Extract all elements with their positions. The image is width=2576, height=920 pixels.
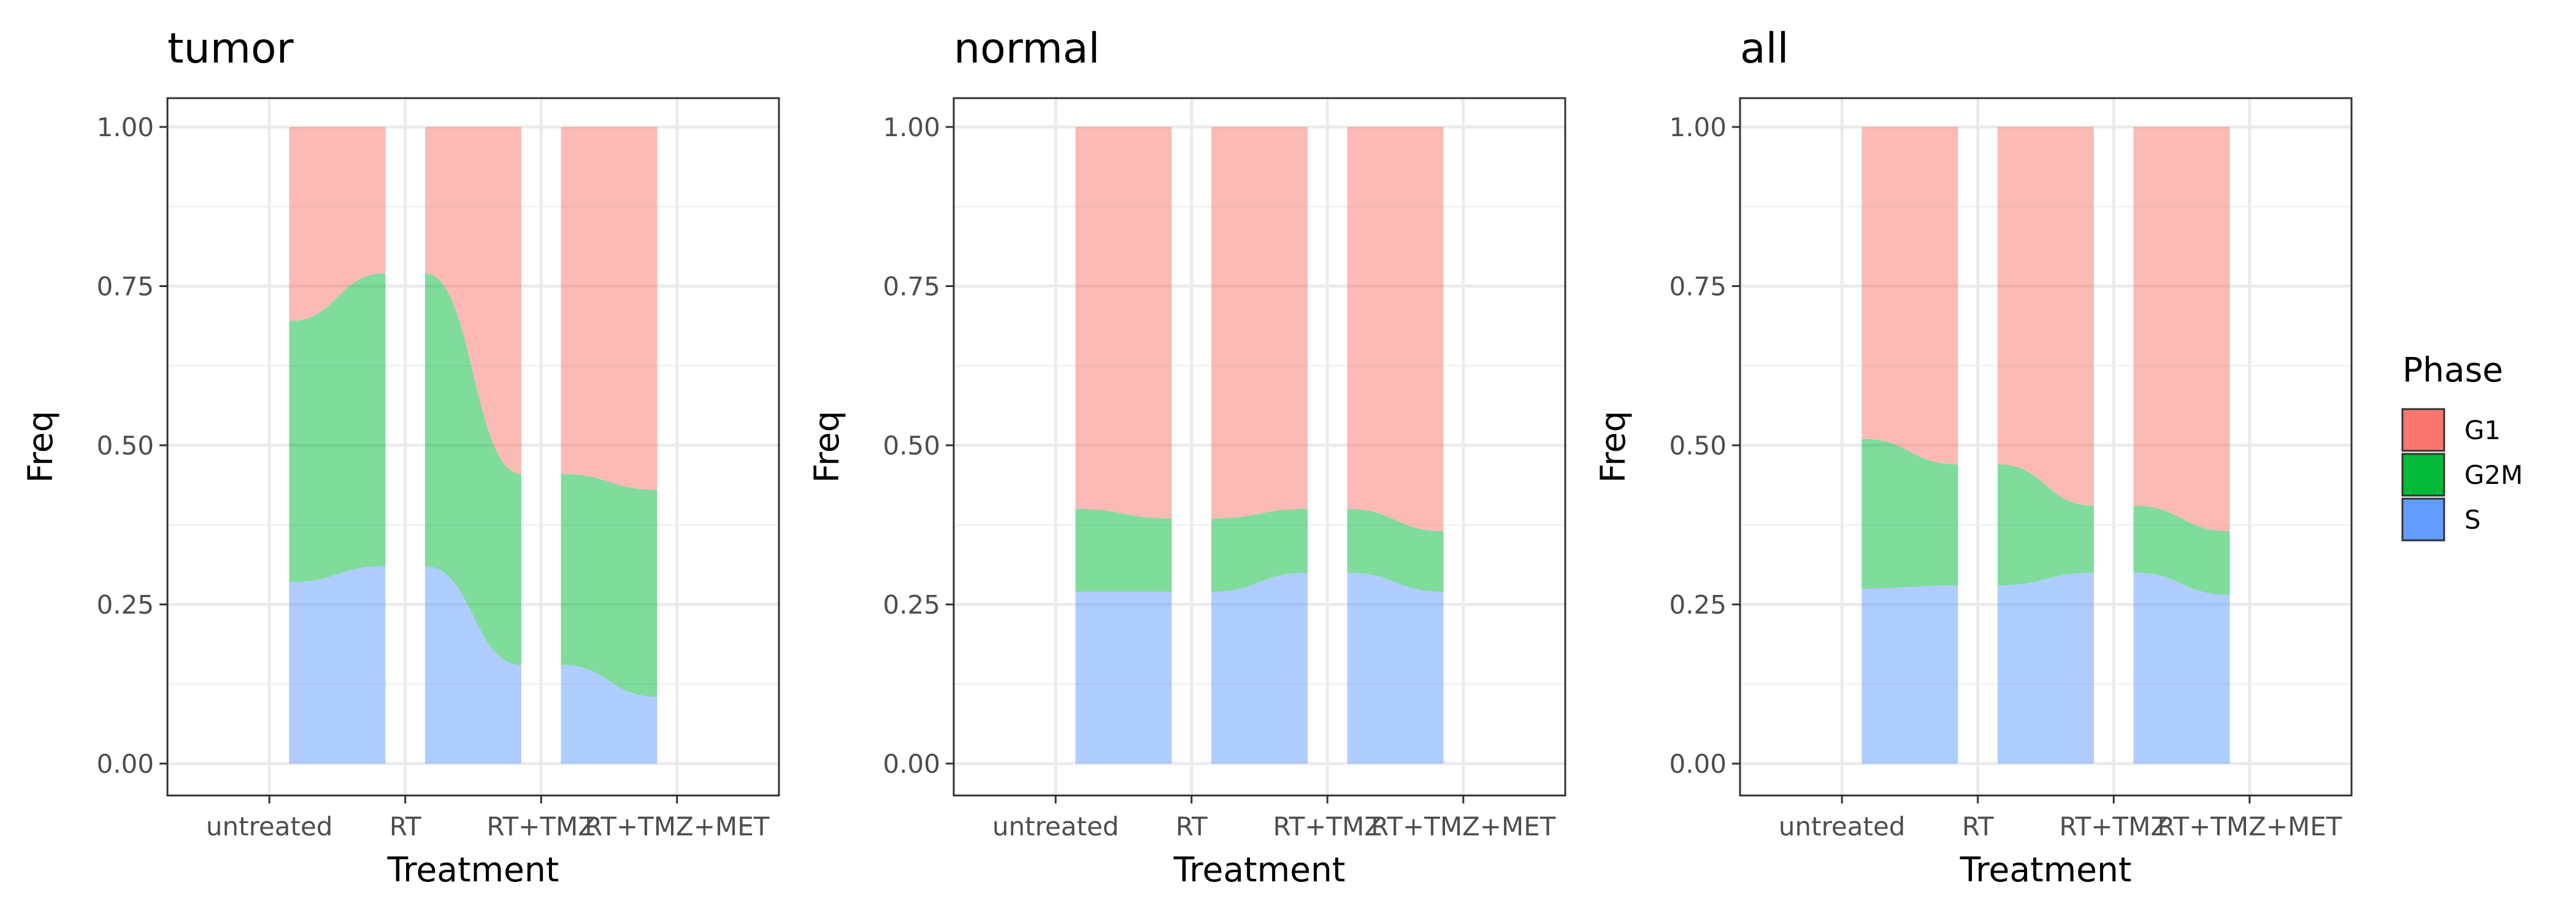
x-axis-label: Treatment — [387, 850, 559, 889]
y-tick-label: 0.50 — [1669, 431, 1727, 461]
y-axis: 0.00 0.25 0.50 0.75 1.00 — [1669, 112, 1740, 779]
y-tick-label: 0.75 — [96, 272, 154, 302]
flow-s-1 — [425, 566, 521, 764]
y-tick-label: 0.25 — [96, 590, 154, 620]
flow-g2m-2 — [561, 473, 657, 697]
flow-s-2 — [2133, 572, 2230, 764]
legend-label-g2m: G2M — [2464, 460, 2523, 490]
y-axis-label: Freq — [807, 411, 846, 483]
x-tick-label: RT — [1962, 811, 1994, 841]
flow-g1-2 — [561, 127, 657, 490]
y-tick-label: 0.50 — [883, 431, 940, 461]
flow-g2m-2 — [2133, 505, 2230, 595]
x-tick-label: RT+TMZ — [486, 811, 596, 841]
x-axis-label: Treatment — [1173, 850, 1346, 889]
flow-s-1 — [1998, 572, 2094, 764]
y-tick-label: 1.00 — [883, 112, 940, 142]
y-tick-label: 1.00 — [96, 112, 154, 142]
panel-title: all — [1740, 25, 1788, 73]
legend: Phase G1 G2M S — [2401, 350, 2523, 542]
flow-layer — [289, 127, 657, 764]
y-tick-label: 0.00 — [1669, 749, 1727, 779]
x-axis-label: Treatment — [1960, 850, 2132, 889]
x-tick-label: RT+TMZ — [1273, 811, 1382, 841]
flow-g2m-0 — [289, 273, 386, 583]
panel-title: tumor — [167, 25, 294, 73]
x-tick-label: RT+TMZ — [2059, 811, 2168, 841]
y-axis: 0.00 0.25 0.50 0.75 1.00 — [883, 112, 954, 779]
flow-g1-2 — [1347, 127, 1444, 532]
y-axis-label: Freq — [21, 411, 60, 483]
x-tick-label: untreated — [206, 811, 333, 841]
y-tick-label: 0.00 — [96, 749, 154, 779]
flow-layer — [1075, 127, 1444, 764]
flow-g2m-1 — [1998, 464, 2094, 586]
flow-g1-1 — [1998, 127, 2094, 506]
panel-title: normal — [954, 25, 1100, 73]
flow-g1-1 — [425, 127, 521, 474]
flow-g1-0 — [1861, 127, 1958, 465]
y-axis-label: Freq — [1593, 411, 1633, 483]
plot-border — [1739, 97, 2353, 797]
y-tick-label: 0.75 — [1669, 272, 1727, 302]
facet-panel-normal: 0.00 0.25 0.50 0.75 1.00 untreated RT RT+TMZRT… — [807, 25, 1566, 889]
y-tick-label: 0.50 — [96, 431, 154, 461]
flow-g1-2 — [2133, 127, 2230, 532]
x-tick-label: RT — [389, 811, 421, 841]
legend-label-g1: G1 — [2464, 415, 2501, 445]
flow-layer — [1861, 127, 2230, 764]
flow-g1-1 — [1211, 127, 1308, 519]
x-tick-label: untreated — [992, 811, 1119, 841]
flow-s-0 — [1861, 585, 1958, 764]
flow-g2m-1 — [425, 273, 521, 665]
y-tick-label: 0.00 — [883, 749, 940, 779]
legend-items: G1 G2M S — [2401, 408, 2523, 542]
legend-label-s: S — [2464, 505, 2481, 535]
x-tick-label: RT+TMZ+MET — [1371, 811, 1556, 841]
flow-g2m-1 — [1211, 508, 1308, 592]
x-tick-label: RT — [1176, 811, 1208, 841]
y-tick-label: 0.25 — [883, 590, 940, 620]
plot-border — [166, 97, 780, 797]
plot-border — [953, 97, 1566, 797]
flow-g1-0 — [289, 127, 386, 321]
legend-swatch-g1 — [2401, 408, 2445, 452]
flow-s-0 — [1075, 591, 1172, 764]
facet-panel-all: 0.00 0.25 0.50 0.75 1.00 untreated RT RT+TMZRT… — [1593, 25, 2353, 889]
flow-g2m-0 — [1075, 508, 1172, 592]
y-tick-label: 0.25 — [1669, 590, 1727, 620]
x-tick-label: RT+TMZ+MET — [585, 811, 770, 841]
flow-g2m-0 — [1861, 439, 1958, 589]
facet-panel-tumor: 0.00 0.25 0.50 0.75 1.00 untreated RT RT+TMZRT… — [21, 25, 780, 889]
flow-g2m-2 — [1347, 508, 1444, 592]
x-tick-label: RT+TMZ+MET — [2157, 811, 2342, 841]
flow-s-0 — [289, 566, 386, 764]
x-tick-label: untreated — [1779, 811, 1906, 841]
y-tick-label: 0.75 — [883, 272, 940, 302]
y-axis: 0.00 0.25 0.50 0.75 1.00 — [96, 112, 167, 779]
y-tick-label: 1.00 — [1669, 112, 1727, 142]
flow-s-2 — [561, 665, 657, 764]
flow-g1-0 — [1075, 127, 1172, 519]
legend-swatch-g2m — [2401, 453, 2445, 497]
legend-title: Phase — [2402, 350, 2503, 389]
flow-s-2 — [1347, 572, 1444, 764]
flow-s-1 — [1211, 572, 1308, 764]
legend-swatch-s — [2401, 497, 2445, 542]
